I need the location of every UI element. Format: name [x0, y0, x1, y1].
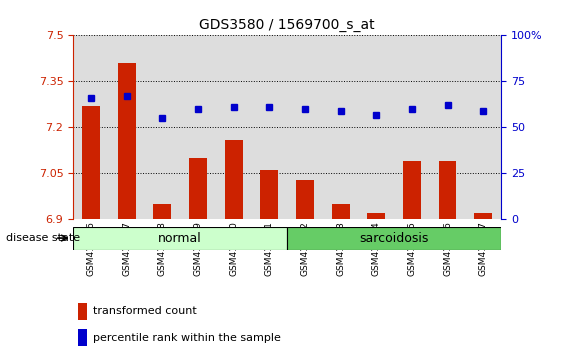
- Text: disease state: disease state: [6, 233, 80, 243]
- Bar: [287, 35, 323, 219]
- Bar: [474, 213, 492, 219]
- Bar: [367, 213, 385, 219]
- Bar: [359, 35, 394, 219]
- Bar: [430, 35, 466, 219]
- Bar: [73, 227, 287, 250]
- Bar: [118, 63, 136, 219]
- Bar: [260, 170, 278, 219]
- Text: percentile rank within the sample: percentile rank within the sample: [93, 333, 281, 343]
- Bar: [189, 158, 207, 219]
- Bar: [82, 106, 100, 219]
- Bar: [466, 35, 501, 219]
- Bar: [323, 35, 359, 219]
- Bar: [153, 204, 171, 219]
- Text: sarcoidosis: sarcoidosis: [359, 232, 429, 245]
- Bar: [216, 35, 252, 219]
- Bar: [78, 303, 87, 320]
- Bar: [225, 140, 243, 219]
- Bar: [439, 161, 457, 219]
- Text: normal: normal: [158, 232, 202, 245]
- Bar: [296, 179, 314, 219]
- Text: transformed count: transformed count: [93, 306, 196, 316]
- Bar: [287, 227, 501, 250]
- Bar: [332, 204, 350, 219]
- Bar: [180, 35, 216, 219]
- Bar: [109, 35, 145, 219]
- Bar: [403, 161, 421, 219]
- Bar: [252, 35, 287, 219]
- Bar: [145, 35, 180, 219]
- Bar: [78, 329, 87, 346]
- Bar: [394, 35, 430, 219]
- Title: GDS3580 / 1569700_s_at: GDS3580 / 1569700_s_at: [199, 18, 375, 32]
- Bar: [73, 35, 109, 219]
